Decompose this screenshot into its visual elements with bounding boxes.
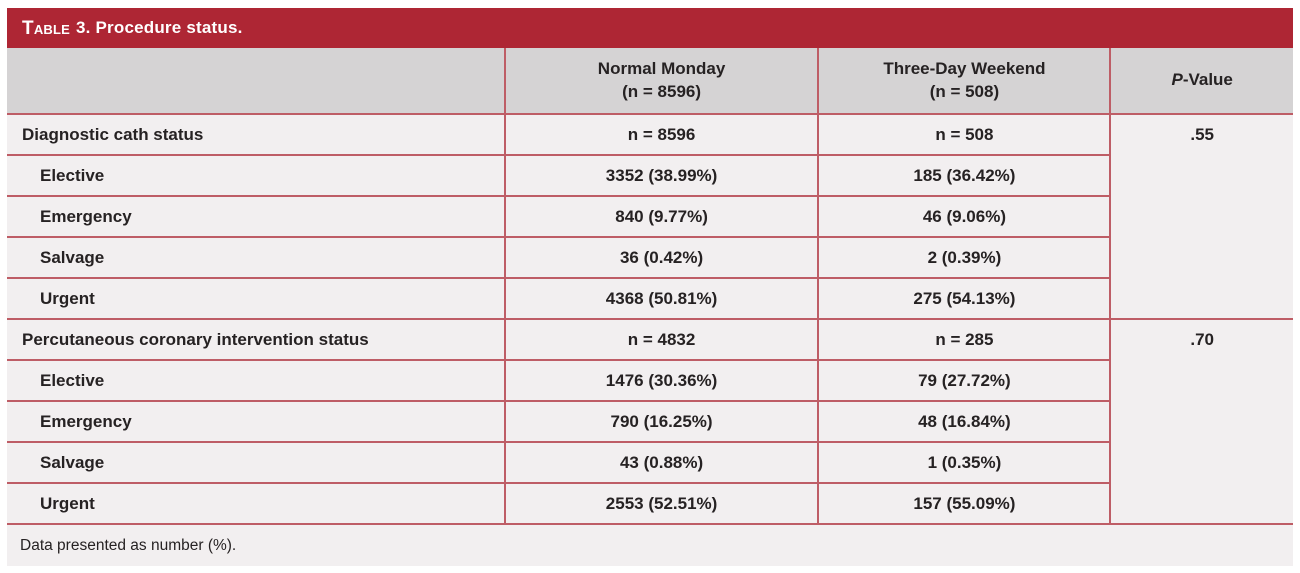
monday-value: n = 8596 — [503, 113, 819, 155]
row-label: Salvage — [7, 441, 505, 483]
table-title-smallcaps: Table — [22, 17, 71, 39]
footnote-text: Data presented as number (%). — [7, 523, 1293, 566]
monday-value: 4368 (50.81%) — [503, 277, 819, 319]
row-label: Salvage — [7, 236, 505, 278]
p-value-cell: .55 — [1109, 113, 1293, 319]
table-row-emergency: Emergency 790 (16.25%) 48 (16.84%) — [7, 400, 1293, 442]
weekend-value: 157 (55.09%) — [817, 482, 1111, 524]
row-label: Percutaneous coronary intervention statu… — [7, 318, 505, 360]
table-title-bar: Table 3. Procedure status. — [7, 8, 1293, 48]
p-value-rest: -Value — [1182, 70, 1233, 90]
table-row-salvage: Salvage 43 (0.88%) 1 (0.35%) — [7, 441, 1293, 483]
weekend-value: 46 (9.06%) — [817, 195, 1111, 237]
table-row-salvage: Salvage 36 (0.42%) 2 (0.39%) — [7, 236, 1293, 278]
weekend-value: n = 285 — [817, 318, 1111, 360]
monday-value: 3352 (38.99%) — [503, 154, 819, 196]
column-header-row: Normal Monday (n = 8596) Three-Day Weeke… — [7, 48, 1293, 114]
weekend-value: 2 (0.39%) — [817, 236, 1111, 278]
row-label: Urgent — [7, 482, 505, 524]
monday-value: 2553 (52.51%) — [503, 482, 819, 524]
table-title-text: 3. Procedure status. — [76, 18, 243, 37]
weekend-value: 275 (54.13%) — [817, 277, 1111, 319]
monday-value: 43 (0.88%) — [503, 441, 819, 483]
row-label: Emergency — [7, 400, 505, 442]
weekend-value: 48 (16.84%) — [817, 400, 1111, 442]
table-row-emergency: Emergency 840 (9.77%) 46 (9.06%) — [7, 195, 1293, 237]
p-value-italic-p: P — [1171, 70, 1183, 90]
row-label: Elective — [7, 359, 505, 401]
column-header-three-day-weekend: Three-Day Weekend (n = 508) — [817, 48, 1111, 114]
table-row-urgent: Urgent 2553 (52.51%) 157 (55.09%) — [7, 482, 1293, 524]
weekend-value: 1 (0.35%) — [817, 441, 1111, 483]
table-row-elective: Elective 1476 (30.36%) 79 (27.72%) — [7, 359, 1293, 401]
column-header-three-day-weekend-line1: Three-Day Weekend — [883, 58, 1046, 78]
procedure-status-table: Normal Monday (n = 8596) Three-Day Weeke… — [7, 48, 1293, 566]
table-row-urgent: Urgent 4368 (50.81%) 275 (54.13%) — [7, 277, 1293, 319]
row-label: Emergency — [7, 195, 505, 237]
row-label: Urgent — [7, 277, 505, 319]
column-header-p-value: P-Value — [1109, 48, 1293, 114]
column-header-blank — [7, 48, 505, 114]
table-row-elective: Elective 3352 (38.99%) 185 (36.42%) — [7, 154, 1293, 196]
p-value-cell: .70 — [1109, 318, 1293, 524]
monday-value: 790 (16.25%) — [503, 400, 819, 442]
monday-value: 1476 (30.36%) — [503, 359, 819, 401]
table-row-pci-status: Percutaneous coronary intervention statu… — [7, 318, 1293, 524]
weekend-value: 79 (27.72%) — [817, 359, 1111, 401]
row-label: Elective — [7, 154, 505, 196]
monday-value: n = 4832 — [503, 318, 819, 360]
table-row-diagnostic-cath-status: Diagnostic cath status n = 8596 n = 508 … — [7, 113, 1293, 319]
column-header-normal-monday-line2: (n = 8596) — [622, 81, 702, 101]
monday-value: 840 (9.77%) — [503, 195, 819, 237]
row-label: Diagnostic cath status — [7, 113, 505, 155]
column-header-three-day-weekend-line2: (n = 508) — [929, 81, 1000, 101]
table-footnote-row: Data presented as number (%). — [7, 523, 1293, 566]
weekend-value: 185 (36.42%) — [817, 154, 1111, 196]
weekend-value: n = 508 — [817, 113, 1111, 155]
monday-value: 36 (0.42%) — [503, 236, 819, 278]
column-header-normal-monday: Normal Monday (n = 8596) — [503, 48, 819, 114]
column-header-normal-monday-line1: Normal Monday — [597, 58, 726, 78]
